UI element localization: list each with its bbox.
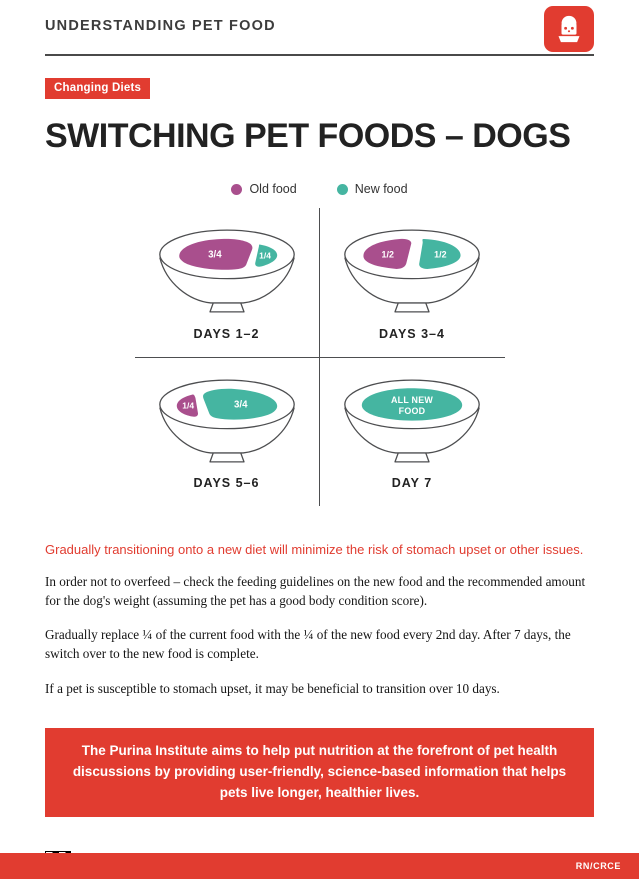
bowl-cell-days-5-6: 1/4 3/4 DAYS 5–6 bbox=[135, 357, 320, 507]
portion-label-new: 1/2 bbox=[434, 250, 446, 260]
mission-callout: The Purina Institute aims to help put nu… bbox=[45, 727, 594, 817]
day-label: DAYS 3–4 bbox=[379, 326, 445, 341]
portion-label-new: 1/4 bbox=[259, 250, 271, 260]
bowl-cell-days-1-2: 3/4 1/4 DAYS 1–2 bbox=[134, 208, 320, 358]
header: UNDERSTANDING PET FOOD bbox=[45, 0, 594, 56]
legend-item-old-food: Old food bbox=[231, 182, 297, 196]
bowl-diagram-day-7: ALL NEW FOOD bbox=[344, 378, 480, 463]
portion-label-line1: ALL NEW bbox=[391, 394, 433, 404]
legend-item-new-food: New food bbox=[336, 182, 408, 196]
portion-label-old: 1/2 bbox=[382, 250, 394, 260]
legend-label: Old food bbox=[249, 182, 297, 196]
bowl-diagram-days-5-6: 1/4 3/4 bbox=[158, 378, 295, 463]
legend-label: New food bbox=[354, 182, 408, 196]
paragraph-1: In order not to overfeed – check the fee… bbox=[45, 574, 586, 609]
page-title: SWITCHING PET FOODS – DOGS bbox=[45, 117, 571, 155]
bowl-cell-day-7: ALL NEW FOOD DAY 7 bbox=[320, 358, 505, 507]
portion-label-old: 1/4 bbox=[182, 400, 194, 410]
bowl-diagram-days-1-2: 3/4 1/4 bbox=[158, 229, 295, 313]
bowl-diagram-days-3-4: 1/2 1/2 bbox=[344, 229, 480, 313]
portion-label-old: 3/4 bbox=[208, 250, 222, 261]
legend: Old food New food bbox=[0, 182, 639, 196]
paragraph-3: If a pet is susceptible to stomach upset… bbox=[45, 680, 500, 696]
old-food-dot bbox=[231, 183, 243, 195]
bowl-cell-days-3-4: 1/2 1/2 DAYS 3–4 bbox=[319, 208, 505, 358]
paragraph-2: Gradually replace ¼ of the current food … bbox=[45, 627, 571, 662]
highlight-text: Gradually transitioning onto a new diet … bbox=[45, 542, 584, 558]
bottom-bar: RN/CRCE bbox=[0, 853, 639, 879]
doc-code: RN/CRCE bbox=[575, 861, 621, 871]
new-food-dot bbox=[336, 183, 348, 195]
header-title: UNDERSTANDING PET FOOD bbox=[45, 18, 276, 34]
bowls-grid: 3/4 1/4 DAYS 1–2 1/2 1/2 DAYS 3–4 bbox=[134, 208, 505, 507]
day-label: DAYS 1–2 bbox=[193, 326, 260, 341]
portion-label-new: 3/4 bbox=[234, 399, 248, 410]
portion-label-line2: FOOD bbox=[399, 406, 426, 416]
pet-feeder-icon bbox=[544, 6, 594, 52]
pet-feeder-glyph bbox=[558, 15, 580, 43]
section-badge: Changing Diets bbox=[45, 78, 151, 99]
day-label: DAY 7 bbox=[391, 476, 433, 491]
day-label: DAYS 5–6 bbox=[193, 476, 260, 491]
